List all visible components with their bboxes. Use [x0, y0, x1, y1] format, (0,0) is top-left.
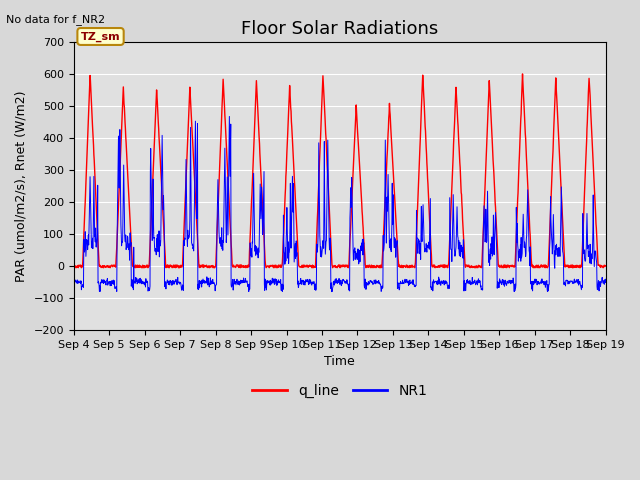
q_line: [543, 265, 551, 271]
NR1: [225, 114, 233, 120]
NR1: [328, 289, 335, 295]
NR1: [316, 233, 324, 239]
NR1: [543, 288, 551, 294]
NR1: [466, 281, 474, 287]
NR1: [153, 243, 161, 249]
q_line: [70, 264, 77, 270]
q_line: [70, 265, 78, 271]
q_line: [596, 263, 604, 268]
Line: q_line: q_line: [74, 74, 605, 268]
NR1: [596, 279, 604, 285]
Title: Floor Solar Radiations: Floor Solar Radiations: [241, 20, 438, 38]
q_line: [465, 264, 473, 270]
q_line: [326, 217, 333, 223]
q_line: [154, 98, 161, 104]
NR1: [326, 239, 333, 244]
Text: TZ_sm: TZ_sm: [81, 31, 120, 42]
q_line: [518, 71, 526, 77]
NR1: [70, 281, 77, 287]
Text: No data for f_NR2: No data for f_NR2: [6, 14, 106, 25]
NR1: [602, 276, 609, 282]
Legend: q_line, NR1: q_line, NR1: [246, 378, 433, 404]
q_line: [602, 263, 609, 269]
X-axis label: Time: Time: [324, 355, 355, 368]
q_line: [316, 152, 324, 158]
Line: NR1: NR1: [74, 117, 605, 292]
Y-axis label: PAR (umol/m2/s), Rnet (W/m2): PAR (umol/m2/s), Rnet (W/m2): [15, 90, 28, 282]
